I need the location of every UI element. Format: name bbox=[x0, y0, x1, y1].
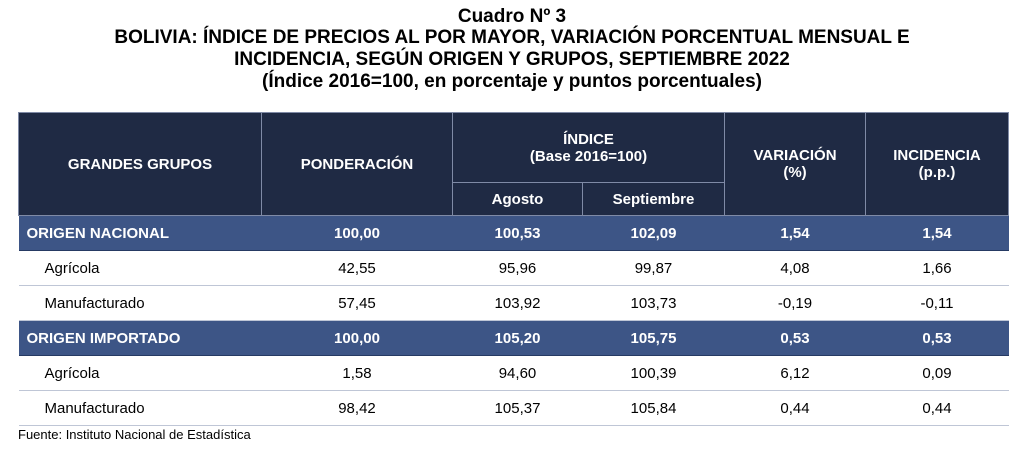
cell-incidencia: -0,11 bbox=[865, 285, 1009, 321]
cell-ponderacion: 100,00 bbox=[261, 215, 453, 251]
row-label: Manufacturado bbox=[18, 285, 262, 321]
header-septiembre: Septiembre bbox=[582, 182, 725, 216]
cell-septiembre: 100,39 bbox=[582, 355, 725, 391]
table-row: Agrícola 42,55 95,96 99,87 4,08 1,66 bbox=[18, 250, 1009, 286]
header-incidencia-unit: (p.p.) bbox=[918, 164, 956, 181]
price-index-table: GRANDES GRUPOS PONDERACIÓN ÍNDICE (Base … bbox=[18, 112, 1009, 426]
table-row: Manufacturado 57,45 103,92 103,73 -0,19 … bbox=[18, 285, 1009, 321]
cell-agosto: 94,60 bbox=[452, 355, 583, 391]
header-indice-label: ÍNDICE bbox=[563, 130, 614, 148]
cell-incidencia: 0,09 bbox=[865, 355, 1009, 391]
cell-variacion: 4,08 bbox=[724, 250, 866, 286]
cell-agosto: 95,96 bbox=[452, 250, 583, 286]
cell-agosto: 105,20 bbox=[452, 320, 583, 356]
cell-incidencia: 0,53 bbox=[865, 320, 1009, 356]
cell-agosto: 105,37 bbox=[452, 390, 583, 426]
header-ponderacion: PONDERACIÓN bbox=[261, 112, 453, 216]
row-label: Agrícola bbox=[18, 250, 262, 286]
table-title-line-1: BOLIVIA: ÍNDICE DE PRECIOS AL POR MAYOR,… bbox=[114, 27, 910, 48]
cell-septiembre: 105,75 bbox=[582, 320, 725, 356]
header-variacion: VARIACIÓN (%) bbox=[724, 112, 866, 216]
row-label: Agrícola bbox=[18, 355, 262, 391]
table-number: Cuadro Nº 3 bbox=[457, 6, 567, 27]
cell-ponderacion: 57,45 bbox=[261, 285, 453, 321]
cell-incidencia: 1,66 bbox=[865, 250, 1009, 286]
cell-incidencia: 1,54 bbox=[865, 215, 1009, 251]
header-variacion-unit: (%) bbox=[783, 164, 807, 181]
cell-agosto: 103,92 bbox=[452, 285, 583, 321]
cell-septiembre: 105,84 bbox=[582, 390, 725, 426]
row-label: ORIGEN NACIONAL bbox=[18, 215, 262, 251]
header-indice-base: (Base 2016=100) bbox=[529, 147, 648, 165]
header-agosto: Agosto bbox=[452, 182, 583, 216]
source-note: Fuente: Instituto Nacional de Estadístic… bbox=[18, 427, 251, 442]
header-grandes-grupos: GRANDES GRUPOS bbox=[18, 112, 262, 216]
cell-agosto: 100,53 bbox=[452, 215, 583, 251]
header-variacion-label: VARIACIÓN bbox=[753, 147, 837, 164]
cell-ponderacion: 1,58 bbox=[261, 355, 453, 391]
cell-variacion: 1,54 bbox=[724, 215, 866, 251]
cell-variacion: 0,44 bbox=[724, 390, 866, 426]
cell-variacion: 0,53 bbox=[724, 320, 866, 356]
table-row-origen-importado: ORIGEN IMPORTADO 100,00 105,20 105,75 0,… bbox=[18, 320, 1009, 356]
header-incidencia: INCIDENCIA (p.p.) bbox=[865, 112, 1009, 216]
table-subtitle: (Índice 2016=100, en porcentaje y puntos… bbox=[262, 71, 762, 92]
header-indice: ÍNDICE (Base 2016=100) bbox=[452, 112, 725, 183]
row-label: Manufacturado bbox=[18, 390, 262, 426]
table-row: Manufacturado 98,42 105,37 105,84 0,44 0… bbox=[18, 390, 1009, 426]
table-title-block: Cuadro Nº 3 BOLIVIA: ÍNDICE DE PRECIOS A… bbox=[0, 6, 1024, 93]
cell-incidencia: 0,44 bbox=[865, 390, 1009, 426]
cell-variacion: 6,12 bbox=[724, 355, 866, 391]
table-row: Agrícola 1,58 94,60 100,39 6,12 0,09 bbox=[18, 355, 1009, 391]
table-title-line-2: INCIDENCIA, SEGÚN ORIGEN Y GRUPOS, SEPTI… bbox=[234, 49, 790, 70]
cell-septiembre: 99,87 bbox=[582, 250, 725, 286]
cell-ponderacion: 98,42 bbox=[261, 390, 453, 426]
cell-ponderacion: 42,55 bbox=[261, 250, 453, 286]
table-row-origen-nacional: ORIGEN NACIONAL 100,00 100,53 102,09 1,5… bbox=[18, 215, 1009, 251]
cell-septiembre: 103,73 bbox=[582, 285, 725, 321]
cell-variacion: -0,19 bbox=[724, 285, 866, 321]
cell-septiembre: 102,09 bbox=[582, 215, 725, 251]
row-label: ORIGEN IMPORTADO bbox=[18, 320, 262, 356]
cell-ponderacion: 100,00 bbox=[261, 320, 453, 356]
header-incidencia-label: INCIDENCIA bbox=[893, 147, 981, 164]
